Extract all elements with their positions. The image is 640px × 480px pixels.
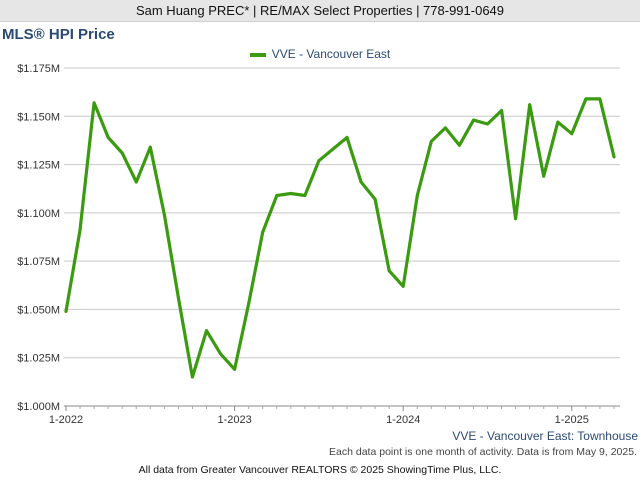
agent-header: Sam Huang PREC* | RE/MAX Select Properti… xyxy=(0,0,640,22)
chart-subtitle: VVE - Vancouver East: Townhouse xyxy=(452,429,638,443)
footer-credit: All data from Greater Vancouver REALTORS… xyxy=(138,464,502,476)
x-tick-label: 1-2022 xyxy=(49,414,83,426)
data-point xyxy=(148,145,152,149)
data-point xyxy=(528,103,532,107)
data-point xyxy=(331,147,335,151)
y-tick-label: $1.075M xyxy=(17,256,60,268)
data-point xyxy=(444,126,447,130)
data-point xyxy=(134,180,138,184)
data-point xyxy=(303,194,307,197)
data-point xyxy=(472,118,475,122)
y-tick-label: $1.000M xyxy=(17,401,60,413)
data-point xyxy=(177,296,180,300)
data-point xyxy=(261,230,265,234)
data-point xyxy=(429,140,433,143)
y-tick-label: $1.175M xyxy=(17,63,60,75)
y-tick-label: $1.050M xyxy=(17,304,60,316)
data-point xyxy=(415,194,419,197)
data-point xyxy=(486,122,489,126)
data-point xyxy=(345,136,349,139)
legend: VVE - Vancouver East xyxy=(0,47,640,61)
data-note: Each data point is one month of activity… xyxy=(329,446,637,458)
legend-swatch xyxy=(249,52,266,57)
data-point xyxy=(373,197,377,201)
x-tick-label: 1-2023 xyxy=(217,414,251,426)
legend-label: VVE - Vancouver East xyxy=(271,47,391,61)
data-point xyxy=(570,132,574,136)
data-point xyxy=(78,228,82,232)
chart-title: MLS® HPI Price xyxy=(2,26,115,43)
data-point xyxy=(120,151,124,155)
data-point xyxy=(556,120,560,124)
data-point xyxy=(359,180,363,184)
data-point xyxy=(191,375,194,379)
data-point xyxy=(92,101,96,105)
x-tick-label: 1-2024 xyxy=(386,414,420,426)
series-line xyxy=(64,97,616,379)
y-tick-label: $1.150M xyxy=(17,111,60,123)
data-point xyxy=(401,284,405,288)
data-point xyxy=(289,192,293,195)
data-point xyxy=(542,174,546,178)
x-tick-label: 1-2025 xyxy=(555,414,589,426)
data-point xyxy=(598,97,602,101)
data-point xyxy=(275,194,279,197)
data-point xyxy=(500,109,503,112)
y-tick-label: $1.125M xyxy=(17,160,60,172)
data-point xyxy=(317,159,321,163)
data-point xyxy=(247,302,251,305)
y-tick-label: $1.100M xyxy=(17,208,60,220)
data-point xyxy=(612,155,616,159)
data-point xyxy=(205,329,208,333)
data-point xyxy=(106,136,110,139)
data-point xyxy=(163,213,166,217)
data-point xyxy=(64,310,68,313)
data-point xyxy=(584,97,588,101)
data-point xyxy=(387,269,391,273)
y-tick-label: $1.025M xyxy=(17,353,60,365)
data-point xyxy=(219,352,223,356)
data-point xyxy=(514,217,517,221)
data-point xyxy=(233,367,237,371)
data-point xyxy=(458,143,461,147)
